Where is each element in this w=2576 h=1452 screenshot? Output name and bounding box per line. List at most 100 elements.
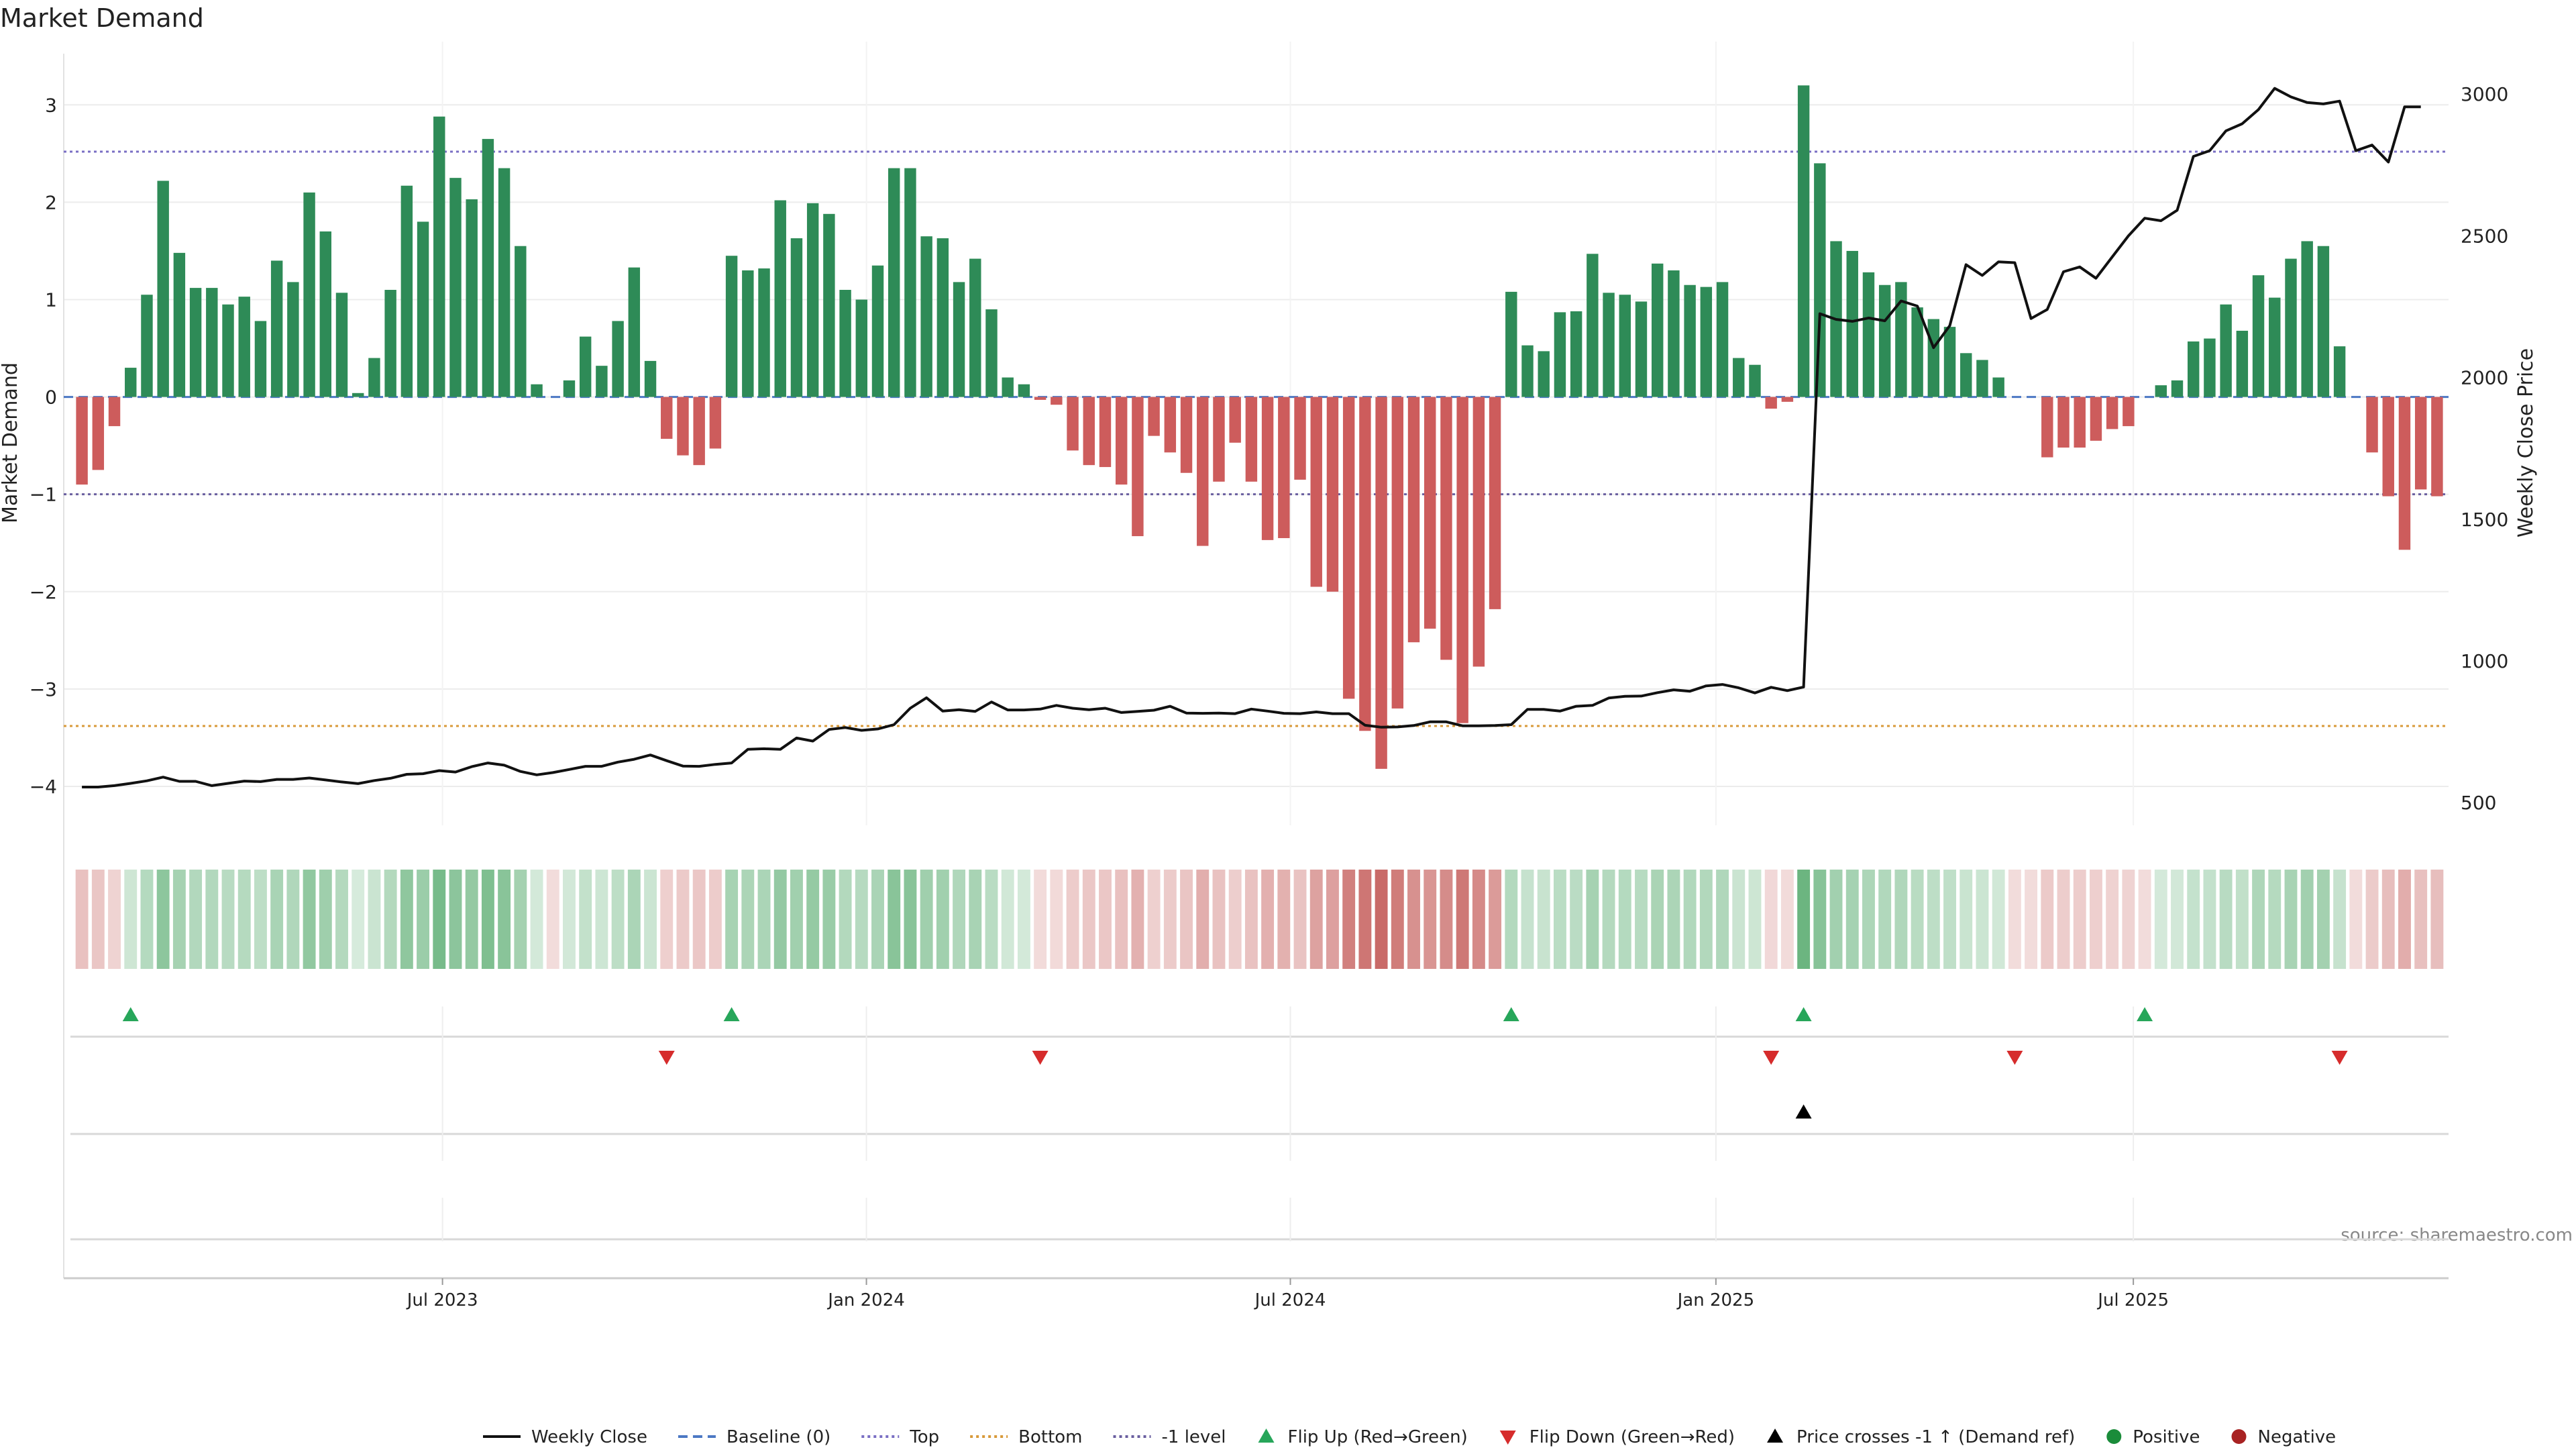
- heat-cell: [1309, 870, 1323, 969]
- heat-cell: [676, 870, 690, 969]
- demand-bar: [888, 168, 900, 397]
- heat-cell: [449, 870, 462, 969]
- heat-cell: [1147, 870, 1161, 969]
- legend-swatch-dot: [2231, 1429, 2247, 1444]
- legend-item: Weekly Close: [483, 1427, 647, 1447]
- demand-bar: [433, 116, 445, 397]
- heat-cell: [2073, 870, 2086, 969]
- heat-cell: [579, 870, 592, 969]
- demand-bar: [1521, 345, 1534, 397]
- demand-bar: [1440, 397, 1452, 660]
- heat-cell: [1651, 870, 1664, 969]
- demand-bar: [1797, 85, 1810, 397]
- heat-cell: [1862, 870, 1875, 969]
- heat-cell: [1228, 870, 1242, 969]
- demand-bar: [677, 397, 689, 456]
- legend-item: Price crosses -1 ↑ (Demand ref): [1767, 1427, 2075, 1447]
- demand-bar: [76, 397, 88, 485]
- demand-bar: [1651, 263, 1664, 397]
- demand-bar: [303, 192, 315, 397]
- demand-bar: [839, 289, 851, 397]
- heat-cell: [2008, 870, 2021, 969]
- y-tick-label: 3: [45, 94, 57, 116]
- demand-bar: [1326, 397, 1339, 592]
- legend-label: Negative: [2258, 1427, 2337, 1447]
- demand-bar: [742, 270, 754, 397]
- demand-bar: [709, 397, 722, 449]
- demand-bar: [774, 200, 786, 397]
- legend-item: Flip Down (Green→Red): [1499, 1427, 1735, 1447]
- legend-item: Baseline (0): [678, 1427, 830, 1447]
- legend-swatch-triangle-down: [1499, 1431, 1516, 1445]
- heat-cell: [140, 870, 154, 969]
- heat-cell: [2041, 870, 2054, 969]
- demand-bar: [1051, 397, 1063, 405]
- heat-cell: [1212, 870, 1226, 969]
- y2-tick-label: 500: [2461, 792, 2496, 814]
- heat-cell: [1456, 870, 1469, 969]
- demand-bar: [2074, 397, 2086, 448]
- demand-bar: [2252, 275, 2265, 397]
- demand-bar: [2057, 397, 2070, 448]
- demand-bar: [1342, 397, 1355, 699]
- demand-bar: [335, 293, 348, 397]
- heat-cell: [1358, 870, 1372, 969]
- heat-cell: [1748, 870, 1762, 969]
- demand-bar: [612, 321, 624, 397]
- heat-cell: [822, 870, 836, 969]
- heat-cell: [465, 870, 478, 969]
- x-tick-label: Jul 2023: [406, 1290, 478, 1310]
- demand-bar: [1733, 358, 1745, 397]
- y2-tick-label: 2000: [2461, 367, 2508, 389]
- heat-cell: [1780, 870, 1794, 969]
- heat-cell: [1066, 870, 1079, 969]
- demand-bar: [2398, 397, 2411, 550]
- demand-bar: [515, 246, 527, 397]
- demand-bar: [2269, 297, 2281, 397]
- demand-bar: [2236, 330, 2249, 397]
- heat-cell: [692, 870, 706, 969]
- demand-bar: [1635, 301, 1648, 397]
- heat-cell: [1699, 870, 1713, 969]
- demand-bar: [1976, 360, 1988, 397]
- heat-cell: [888, 870, 901, 969]
- heat-cell: [839, 870, 852, 969]
- demand-bar: [141, 295, 153, 397]
- legend-swatch-triangle-up: [1767, 1429, 1784, 1443]
- heat-cell: [2316, 870, 2330, 969]
- demand-bar: [157, 180, 169, 397]
- heat-cell: [1829, 870, 1843, 969]
- y2-tick-label: 1000: [2461, 650, 2508, 672]
- y-axis-label: Market Demand: [0, 362, 22, 523]
- demand-bar: [725, 256, 738, 397]
- demand-bar: [758, 268, 770, 397]
- demand-bar: [368, 358, 380, 397]
- demand-bar: [173, 252, 186, 397]
- heat-cell: [1489, 870, 1502, 969]
- flip-up-marker: [1795, 1007, 1812, 1021]
- heat-cell: [384, 870, 397, 969]
- heat-cell: [1976, 870, 1989, 969]
- heat-cell: [75, 870, 89, 969]
- demand-bar: [2431, 397, 2443, 497]
- demand-bar: [806, 203, 819, 397]
- y-tick-label: −3: [30, 678, 57, 701]
- demand-bar: [482, 139, 494, 397]
- y-tick-label: −1: [30, 484, 57, 506]
- heat-cell: [2138, 870, 2151, 969]
- heat-cell: [2430, 870, 2444, 969]
- flip-up-marker: [723, 1007, 740, 1021]
- y2-tick-label: 1500: [2461, 509, 2508, 531]
- demand-bar: [936, 238, 949, 397]
- heat-cell: [1894, 870, 1908, 969]
- heat-cell: [1911, 870, 1924, 969]
- demand-bar: [352, 393, 364, 397]
- demand-bar: [1359, 397, 1371, 731]
- heat-cell: [611, 870, 625, 969]
- heat-cell: [1764, 870, 1778, 969]
- demand-bar: [92, 397, 105, 470]
- demand-bar: [1424, 397, 1436, 629]
- heat-cell: [741, 870, 755, 969]
- heat-cell: [254, 870, 267, 969]
- demand-bar: [1505, 291, 1517, 397]
